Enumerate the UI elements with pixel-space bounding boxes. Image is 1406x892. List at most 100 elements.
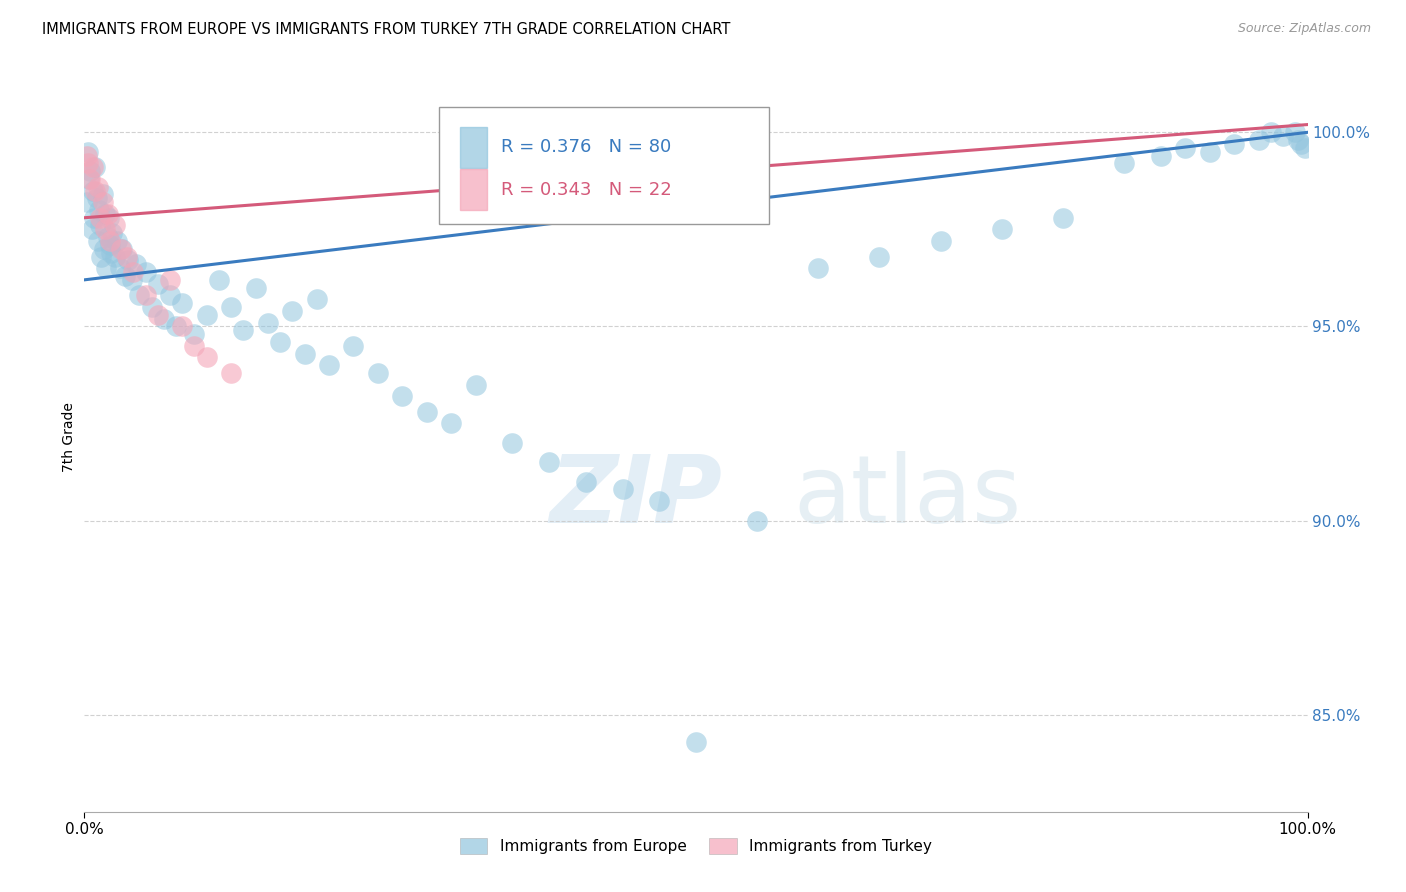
Point	[135, 288, 157, 302]
Point	[94, 207, 117, 221]
Point	[86, 191, 108, 205]
Legend: Immigrants from Europe, Immigrants from Turkey: Immigrants from Europe, Immigrants from …	[454, 832, 938, 860]
Point	[305, 292, 328, 306]
Point	[1247, 133, 1270, 147]
Point	[77, 156, 100, 170]
Point	[117, 253, 139, 268]
Point	[146, 308, 169, 322]
Point	[195, 351, 218, 365]
Point	[77, 172, 100, 186]
Point	[76, 148, 98, 162]
Point	[87, 202, 110, 217]
Point	[96, 261, 118, 276]
Point	[318, 358, 340, 372]
Point	[80, 222, 103, 236]
Point	[128, 288, 150, 302]
Point	[538, 455, 561, 469]
Point	[281, 304, 304, 318]
Point	[122, 265, 145, 279]
Point	[108, 261, 131, 276]
Point	[87, 234, 110, 248]
Point	[245, 280, 267, 294]
Point	[76, 195, 98, 210]
Text: IMMIGRANTS FROM EUROPE VS IMMIGRANTS FROM TURKEY 7TH GRADE CORRELATION CHART: IMMIGRANTS FROM EUROPE VS IMMIGRANTS FRO…	[42, 22, 731, 37]
Point	[91, 195, 114, 210]
Point	[183, 327, 205, 342]
Point	[121, 273, 143, 287]
Point	[232, 323, 254, 337]
Point	[84, 184, 107, 198]
Point	[172, 319, 194, 334]
Point	[1260, 125, 1282, 139]
Point	[111, 242, 134, 256]
Point	[146, 277, 169, 291]
Point	[294, 346, 316, 360]
Point	[98, 234, 121, 248]
Text: atlas: atlas	[794, 451, 1022, 543]
Point	[929, 234, 952, 248]
Point	[77, 145, 100, 159]
Point	[94, 222, 117, 236]
Point	[219, 300, 242, 314]
Point	[79, 172, 101, 186]
Point	[97, 230, 120, 244]
Point	[342, 339, 364, 353]
FancyBboxPatch shape	[439, 107, 769, 224]
Bar	[460, 169, 486, 211]
Point	[747, 514, 769, 528]
Point	[135, 265, 157, 279]
Point	[648, 494, 671, 508]
Point	[1286, 133, 1309, 147]
Point	[87, 179, 110, 194]
Point	[105, 234, 128, 248]
Point	[464, 377, 486, 392]
Point	[125, 257, 148, 271]
Point	[82, 161, 104, 175]
Point	[100, 245, 122, 260]
Point	[1150, 148, 1173, 162]
Point	[98, 238, 121, 252]
Point	[1198, 145, 1220, 159]
Point	[91, 187, 114, 202]
Point	[257, 316, 280, 330]
Point	[219, 366, 242, 380]
Point	[97, 211, 120, 225]
Point	[79, 164, 101, 178]
Point	[1174, 141, 1197, 155]
Text: R = 0.343   N = 22: R = 0.343 N = 22	[502, 181, 672, 199]
Point	[1294, 141, 1316, 155]
Point	[502, 436, 524, 450]
Point	[391, 389, 413, 403]
Point	[90, 250, 112, 264]
Point	[183, 339, 205, 353]
Point	[141, 300, 163, 314]
Point	[869, 250, 891, 264]
Point	[685, 735, 707, 749]
Point	[195, 308, 218, 322]
Point	[89, 219, 111, 233]
Point	[82, 184, 104, 198]
Point	[84, 161, 107, 175]
Point	[153, 311, 176, 326]
Point	[416, 405, 439, 419]
Point	[1272, 129, 1295, 144]
Point	[172, 296, 194, 310]
Point	[93, 242, 115, 256]
Bar	[460, 127, 486, 168]
Point	[114, 268, 136, 283]
Point	[97, 207, 120, 221]
Point	[612, 483, 634, 497]
Text: ZIP: ZIP	[550, 451, 723, 543]
Point	[101, 227, 124, 241]
Point	[110, 242, 132, 256]
Point	[1052, 211, 1074, 225]
Text: R = 0.376   N = 80: R = 0.376 N = 80	[502, 138, 672, 156]
Text: Source: ZipAtlas.com: Source: ZipAtlas.com	[1237, 22, 1371, 36]
Point	[1114, 156, 1136, 170]
Point	[104, 219, 127, 233]
Point	[991, 222, 1014, 236]
Point	[83, 211, 105, 225]
Point	[1223, 136, 1246, 151]
Point	[575, 475, 598, 489]
Point	[159, 288, 181, 302]
